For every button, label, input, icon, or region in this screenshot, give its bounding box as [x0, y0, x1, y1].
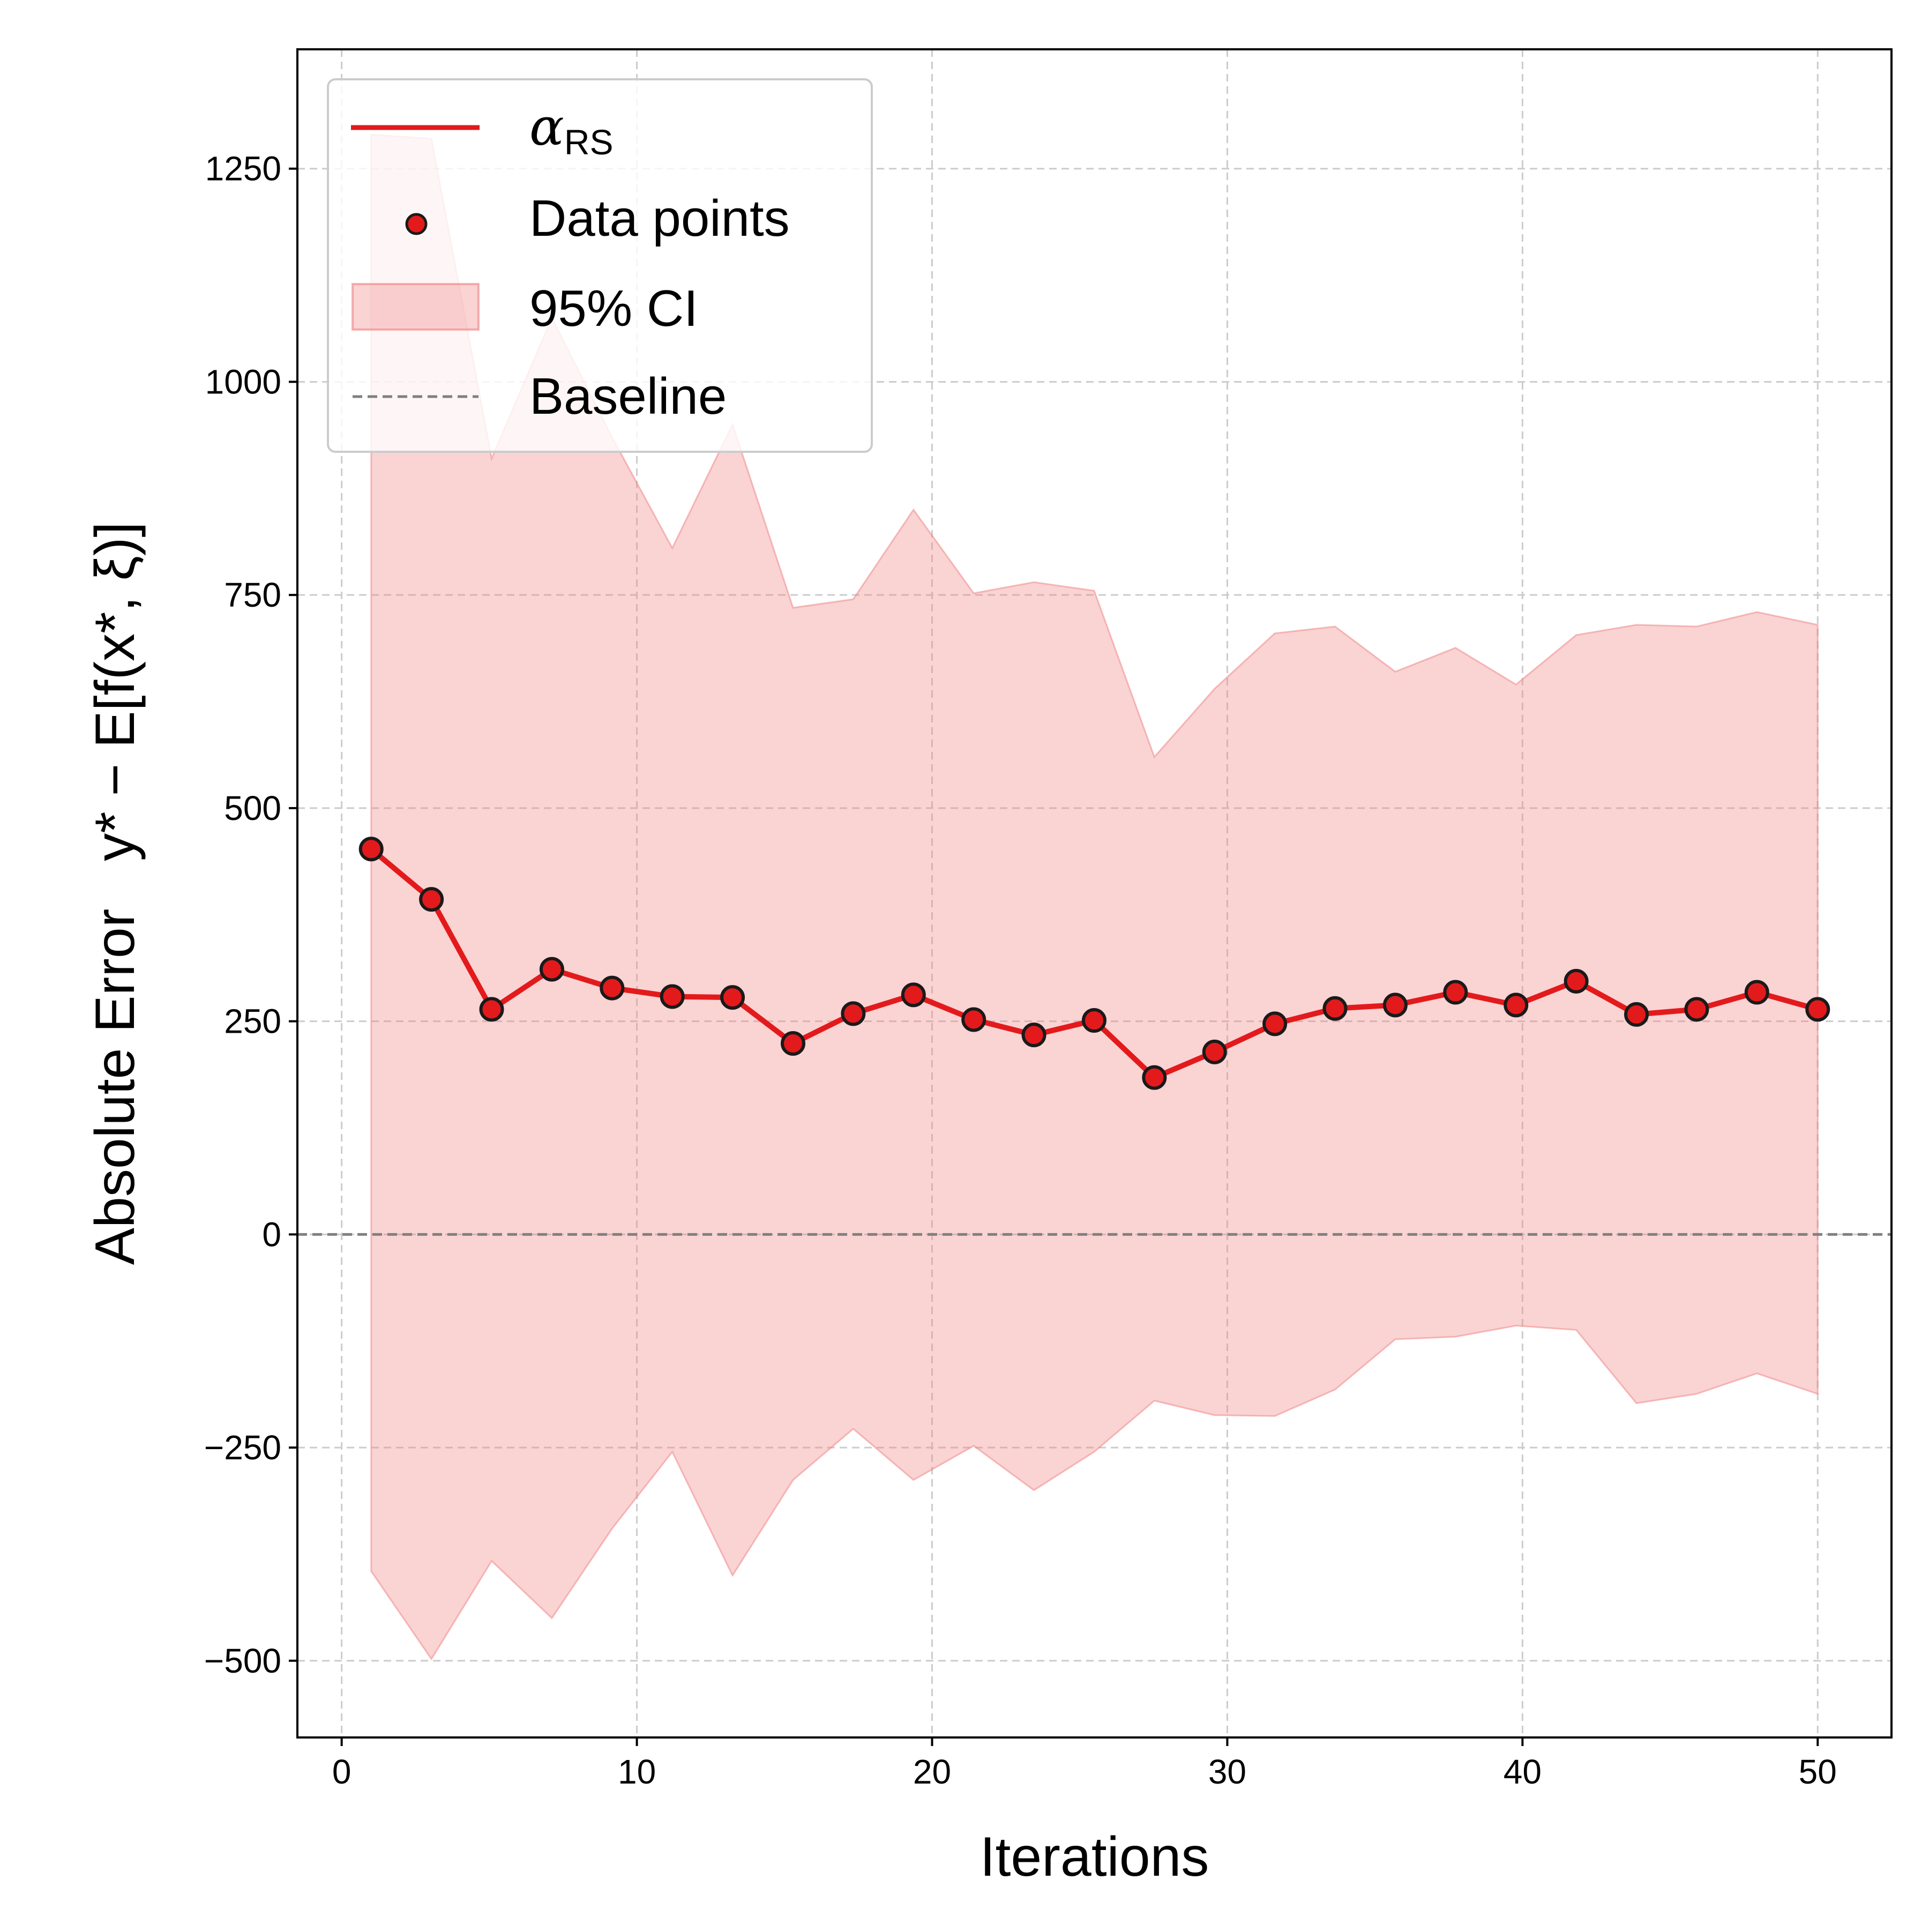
x-tick-label: 30 [1208, 1752, 1246, 1791]
y-tick-label: 0 [262, 1215, 281, 1254]
data-point [1624, 1002, 1649, 1027]
y-tick-label: 750 [224, 576, 281, 614]
data-point [1322, 996, 1348, 1021]
x-axis-title: Iterations [980, 1826, 1209, 1888]
data-point [1504, 993, 1529, 1018]
legend-line-label: αRS [529, 97, 614, 162]
x-tick-label: 20 [913, 1752, 951, 1791]
data-point [1202, 1039, 1227, 1064]
x-tick-label: 0 [332, 1752, 352, 1791]
legend-band-label: 95% CI [529, 280, 698, 337]
data-point [479, 997, 504, 1022]
data-point [1744, 980, 1769, 1005]
legend: αRS Data points 95% CI Baseline [327, 78, 873, 453]
data-point [720, 985, 745, 1010]
data-point [358, 837, 384, 862]
data-point [1142, 1065, 1167, 1090]
data-point [961, 1007, 986, 1032]
y-tick-label: 250 [224, 1002, 281, 1041]
x-tick-label: 40 [1504, 1752, 1542, 1791]
data-point [539, 957, 564, 982]
y-tick-label: 1000 [205, 362, 281, 401]
x-tick-label: 10 [618, 1752, 656, 1791]
data-point [1564, 968, 1589, 994]
y-tick-label: 500 [224, 789, 281, 827]
data-point [660, 984, 685, 1009]
data-point [1684, 997, 1709, 1022]
y-axis-title: Absolute Error y* − E[f(x*, ξ)] [84, 522, 146, 1265]
y-axis-title-prefix: Absolute Error [84, 909, 146, 1265]
data-point [1262, 1011, 1288, 1036]
x-tick-label: 50 [1799, 1752, 1837, 1791]
y-tick-label: −250 [204, 1428, 281, 1467]
x-axis-ticks: 0 10 20 30 40 50 [332, 1737, 1837, 1791]
data-point [1382, 993, 1408, 1018]
svg-text:Absolute Error y* − E[: Absolute Error y* − E[f(x*, ξ)] [84, 522, 146, 1265]
legend-baseline-label: Baseline [529, 368, 727, 425]
data-point [600, 975, 625, 1001]
legend-box [327, 78, 873, 453]
y-axis-title-formula: y* − E[f(x*, ξ)] [84, 522, 146, 861]
data-point [1021, 1023, 1046, 1048]
y-tick-label: 1250 [205, 150, 281, 188]
data-point [419, 887, 444, 912]
data-points [358, 837, 1830, 1090]
plot-frame [296, 48, 1893, 1739]
data-point [781, 1031, 806, 1056]
y-tick-label: −500 [204, 1642, 281, 1680]
data-point [1805, 997, 1830, 1022]
y-axis-ticks: −500 −250 0 250 500 750 1000 1250 [204, 150, 297, 1680]
data-point [841, 1001, 866, 1026]
legend-point-swatch [405, 213, 428, 235]
legend-points-label: Data points [529, 190, 790, 247]
data-point [1081, 1008, 1106, 1033]
legend-band-swatch [352, 283, 480, 331]
ci-band [370, 133, 1819, 1661]
ci-band-area [370, 133, 1819, 1661]
data-point [1443, 980, 1468, 1005]
data-point [901, 982, 926, 1008]
